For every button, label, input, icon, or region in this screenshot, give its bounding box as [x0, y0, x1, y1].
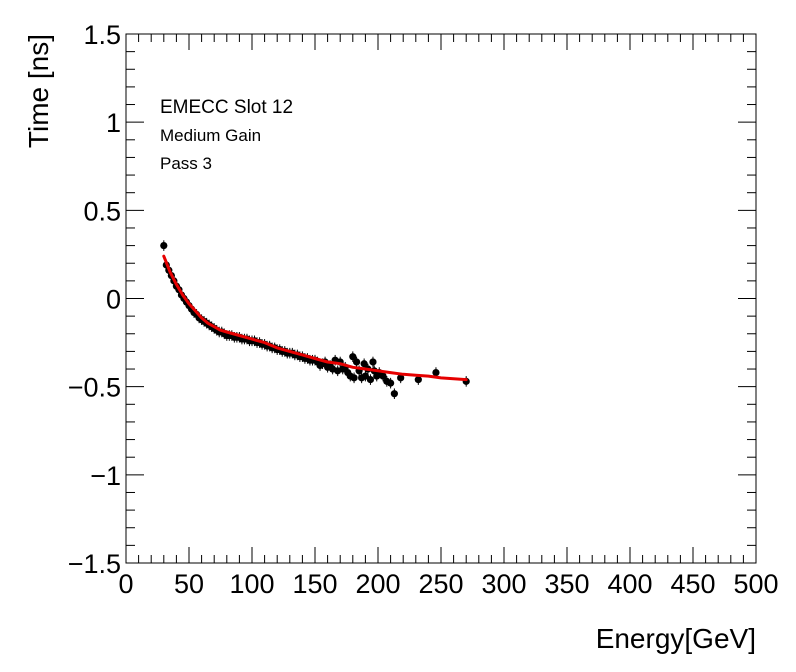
x-tick-label: 450 [670, 569, 715, 599]
y-tick-label: 1.5 [83, 20, 121, 50]
data-point [369, 358, 377, 366]
annotation-detector-slot: EMECC Slot 12 [160, 97, 293, 118]
y-tick-labels: −1.5 −1 −0.5 0 0.5 1 1.5 [68, 20, 121, 579]
x-tick-label: 300 [481, 569, 526, 599]
x-tick-label: 50 [174, 569, 204, 599]
x-tick-labels: 0 50 100 150 200 250 300 350 400 450 500 [118, 569, 778, 599]
fit-line [162, 254, 468, 382]
y-axis-title: Time [ns] [23, 34, 54, 148]
data-point [366, 376, 375, 384]
data-point [349, 353, 357, 361]
axis-ticks [125, 33, 757, 564]
data-point [350, 374, 358, 382]
data-point [414, 376, 422, 384]
x-tick-label: 350 [544, 569, 589, 599]
data-point [390, 390, 398, 398]
annotation-gain: Medium Gain [160, 126, 261, 145]
fit-curve [162, 254, 468, 382]
y-tick-label: 0.5 [83, 196, 121, 226]
x-axis-title: Energy[GeV] [596, 623, 756, 654]
y-tick-label: 1 [106, 108, 121, 138]
x-tick-label: 150 [292, 569, 337, 599]
data-point [379, 372, 387, 380]
annotation-pass: Pass 3 [160, 154, 212, 173]
y-tick-label: −1 [90, 461, 121, 491]
data-point [387, 379, 395, 387]
y-tick-label: −0.5 [68, 373, 121, 403]
data-point [352, 358, 361, 366]
data-point [360, 360, 368, 368]
x-tick-label: 100 [229, 569, 274, 599]
y-tick-label: −1.5 [68, 549, 121, 579]
x-tick-label: 250 [418, 569, 463, 599]
x-tick-label: 400 [607, 569, 652, 599]
data-point [361, 372, 369, 380]
x-tick-label: 0 [118, 569, 133, 599]
data-point [160, 242, 168, 250]
data-point [397, 374, 405, 382]
x-tick-label: 500 [733, 569, 778, 599]
data-point [432, 368, 440, 377]
x-tick-label: 200 [355, 569, 400, 599]
y-tick-label: 0 [106, 285, 121, 315]
